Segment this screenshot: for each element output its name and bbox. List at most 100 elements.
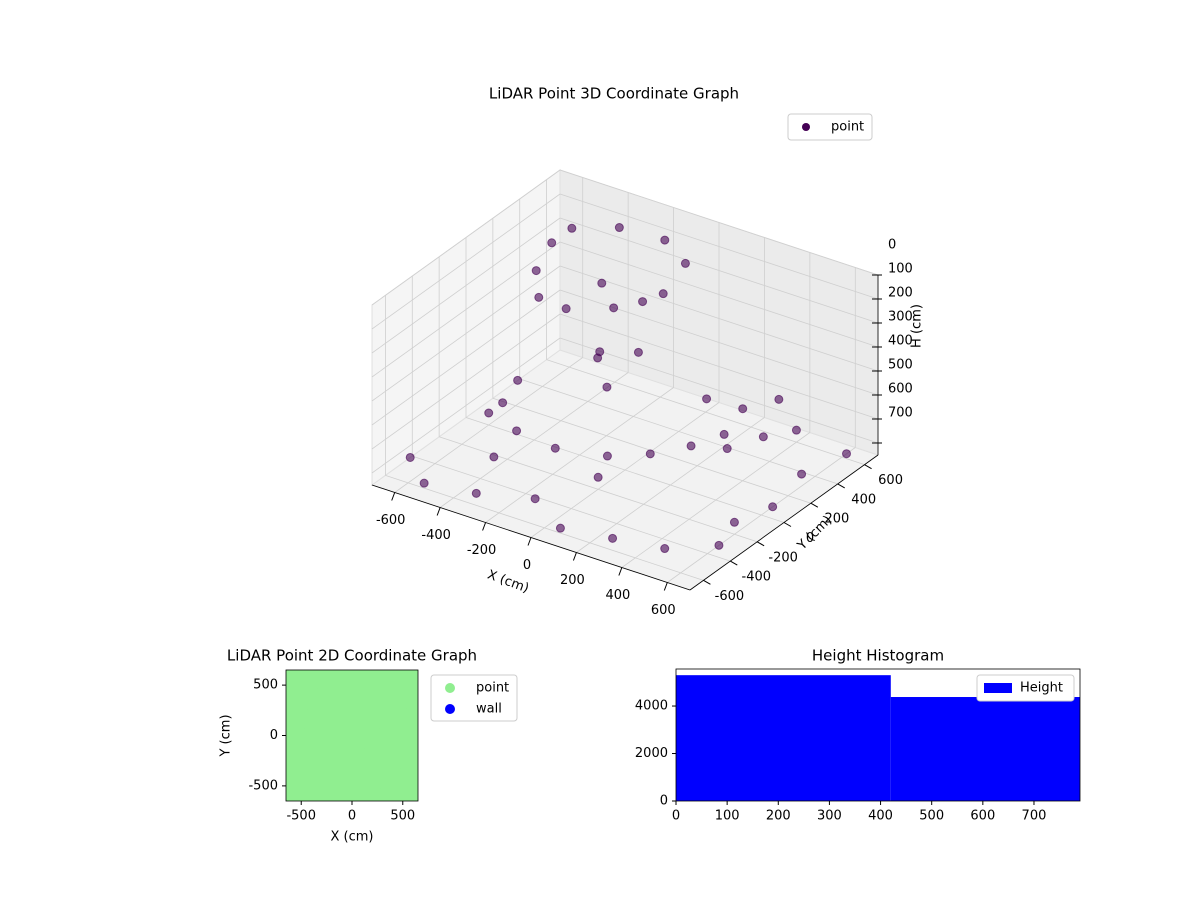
point bbox=[597, 278, 607, 288]
legend-patch bbox=[984, 683, 1012, 693]
points bbox=[286, 670, 418, 801]
point bbox=[513, 375, 523, 385]
x-tick bbox=[391, 492, 396, 501]
axes-frame bbox=[675, 668, 1081, 802]
y-tick bbox=[837, 483, 845, 489]
x-tick-label: 500 bbox=[919, 809, 944, 824]
x-tick-label: -200 bbox=[467, 543, 497, 558]
z-axis-label: H (cm) bbox=[910, 304, 925, 348]
point bbox=[602, 451, 612, 461]
point bbox=[397, 670, 418, 691]
point bbox=[512, 426, 522, 436]
legend-label: Height bbox=[1020, 681, 1063, 696]
grid-line bbox=[412, 455, 731, 562]
grid-line bbox=[371, 265, 561, 402]
bar bbox=[676, 675, 891, 801]
x-tick-label: 400 bbox=[605, 588, 630, 603]
point bbox=[738, 404, 748, 414]
y-axis-label: Y (cm) bbox=[219, 714, 234, 757]
point bbox=[614, 223, 624, 233]
legend-label: wall bbox=[476, 702, 502, 717]
x-tick-label: 600 bbox=[651, 603, 676, 618]
y-tick bbox=[864, 464, 872, 470]
point bbox=[719, 429, 729, 439]
point bbox=[842, 449, 851, 459]
point bbox=[660, 544, 670, 554]
grid-line bbox=[559, 193, 879, 300]
point bbox=[608, 533, 618, 543]
grid-line bbox=[371, 313, 561, 450]
y-axis-label: Y (cm) bbox=[794, 513, 835, 554]
y-tick bbox=[756, 541, 765, 547]
point bbox=[567, 223, 577, 233]
y-tick-label: 500 bbox=[253, 678, 278, 693]
point bbox=[633, 347, 643, 357]
y-tick-label: 600 bbox=[878, 473, 903, 488]
z-tick-label: 500 bbox=[888, 358, 913, 373]
point bbox=[555, 523, 565, 533]
grid-line bbox=[385, 474, 704, 581]
chart-title: LiDAR Point 3D Coordinate Graph bbox=[489, 85, 739, 103]
x-tick-label: 300 bbox=[817, 809, 842, 824]
point bbox=[419, 478, 429, 488]
z-tick-label: 400 bbox=[888, 334, 913, 349]
point bbox=[768, 502, 778, 512]
point bbox=[645, 449, 655, 459]
point bbox=[531, 266, 541, 276]
x-tick bbox=[572, 552, 577, 561]
x-tick-label: -400 bbox=[421, 528, 451, 543]
point bbox=[484, 408, 494, 418]
x-tick bbox=[663, 582, 668, 591]
y-tick-label: 0 bbox=[660, 794, 668, 809]
x-tick-label: 600 bbox=[970, 809, 995, 824]
y-tick-label: 200 bbox=[824, 512, 849, 527]
y-tick-label: -600 bbox=[715, 589, 745, 604]
x-tick bbox=[527, 537, 532, 546]
grid-line bbox=[559, 337, 879, 444]
y-tick-label: -500 bbox=[248, 778, 278, 793]
point bbox=[729, 517, 739, 527]
legend-marker bbox=[445, 704, 455, 714]
x-tick-label: 400 bbox=[868, 809, 893, 824]
z-tick-label: 600 bbox=[888, 382, 913, 397]
point bbox=[609, 303, 619, 313]
legend-marker bbox=[445, 683, 455, 693]
y-tick-label: -200 bbox=[768, 550, 798, 565]
point bbox=[758, 432, 768, 442]
grid-line bbox=[371, 241, 561, 378]
y-axis-line bbox=[689, 454, 879, 591]
x-axis-label: X (cm) bbox=[331, 830, 374, 845]
x-tick-label: -500 bbox=[286, 809, 316, 824]
point bbox=[593, 472, 603, 482]
point bbox=[405, 452, 415, 462]
point bbox=[714, 540, 724, 550]
grid-line bbox=[371, 169, 561, 306]
point bbox=[530, 494, 540, 504]
z-tick-label: 0 bbox=[888, 238, 896, 253]
point bbox=[702, 394, 712, 404]
point bbox=[660, 235, 670, 245]
point bbox=[791, 425, 801, 435]
z-tick-label: 200 bbox=[888, 286, 913, 301]
point bbox=[498, 398, 508, 408]
y-tick bbox=[783, 522, 792, 527]
chart-title: Height Histogram bbox=[812, 647, 944, 665]
x-tick-label: 0 bbox=[348, 809, 356, 824]
grid-line bbox=[559, 241, 879, 348]
grid-line bbox=[559, 169, 879, 276]
grid-line bbox=[546, 359, 865, 466]
x-tick-label: 100 bbox=[715, 809, 740, 824]
y-tick-label: 0 bbox=[270, 728, 278, 743]
point bbox=[547, 238, 557, 248]
bar bbox=[890, 697, 1080, 801]
grid-line bbox=[371, 289, 561, 426]
grid-line bbox=[559, 217, 879, 324]
point bbox=[602, 382, 612, 392]
z-tick-label: 100 bbox=[888, 262, 913, 277]
x-tick bbox=[436, 507, 441, 516]
point bbox=[534, 292, 544, 302]
grid-line bbox=[371, 193, 561, 330]
legend-label: point bbox=[831, 120, 864, 135]
x-tick-label: 200 bbox=[560, 573, 585, 588]
x-tick-label: 0 bbox=[523, 558, 531, 573]
